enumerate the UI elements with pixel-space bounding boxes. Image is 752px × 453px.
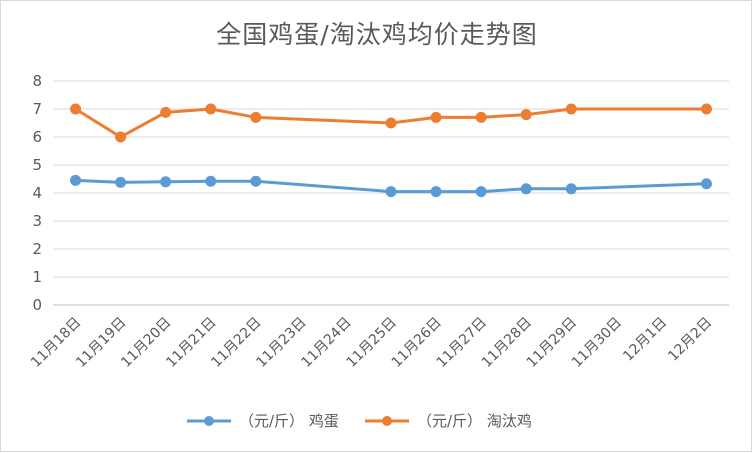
data-point-series-2 bbox=[700, 103, 712, 115]
x-tick-label: 11月30日 bbox=[569, 315, 625, 371]
data-point-series-1 bbox=[205, 175, 217, 187]
data-point-series-1 bbox=[565, 183, 577, 195]
legend: （元/斤） 鸡蛋 （元/斤） 淘汰鸡 bbox=[187, 412, 532, 430]
data-point-series-2 bbox=[565, 103, 577, 115]
legend-marker-1 bbox=[204, 416, 214, 426]
y-tick-label: 5 bbox=[32, 156, 42, 174]
legend-label-2: （元/斤） 淘汰鸡 bbox=[417, 412, 532, 430]
y-tick-label: 2 bbox=[32, 240, 42, 258]
data-point-series-2 bbox=[520, 109, 532, 121]
data-point-series-1 bbox=[70, 174, 82, 186]
data-point-series-1 bbox=[700, 178, 712, 190]
chart-title: 全国鸡蛋/淘汰鸡均价走势图 bbox=[216, 20, 538, 49]
data-point-series-2 bbox=[475, 111, 487, 123]
y-tick-label: 1 bbox=[32, 268, 42, 286]
data-point-series-1 bbox=[250, 175, 262, 187]
data-point-series-2 bbox=[250, 111, 262, 123]
y-axis-labels: 0 1 2 3 4 5 6 7 8 bbox=[32, 72, 42, 314]
data-point-series-1 bbox=[475, 186, 487, 198]
data-point-series-1 bbox=[115, 176, 127, 188]
data-point-series-2 bbox=[385, 117, 397, 129]
data-point-series-1 bbox=[430, 186, 442, 198]
y-tick-label: 4 bbox=[32, 184, 42, 202]
data-point-series-2 bbox=[115, 131, 127, 143]
data-point-series-2 bbox=[430, 111, 442, 123]
y-tick-label: 7 bbox=[32, 100, 42, 118]
data-point-series-1 bbox=[160, 176, 172, 188]
data-point-series-1 bbox=[385, 186, 397, 198]
legend-marker-2 bbox=[382, 416, 392, 426]
y-tick-label: 6 bbox=[32, 128, 42, 146]
data-point-series-1 bbox=[520, 183, 532, 195]
x-tick-label: 12月2日 bbox=[665, 315, 715, 365]
legend-label-1: （元/斤） 鸡蛋 bbox=[239, 412, 339, 430]
series-layer bbox=[70, 103, 712, 198]
y-tick-label: 8 bbox=[32, 72, 42, 90]
x-tick-label: 12月1日 bbox=[620, 315, 670, 365]
data-point-series-2 bbox=[160, 106, 172, 118]
x-axis-labels: 11月18日11月19日11月20日11月21日11月22日11月23日11月2… bbox=[28, 315, 715, 371]
y-tick-label: 0 bbox=[32, 296, 42, 314]
data-point-series-2 bbox=[205, 103, 217, 115]
y-tick-label: 3 bbox=[32, 212, 42, 230]
data-point-series-2 bbox=[70, 103, 82, 115]
